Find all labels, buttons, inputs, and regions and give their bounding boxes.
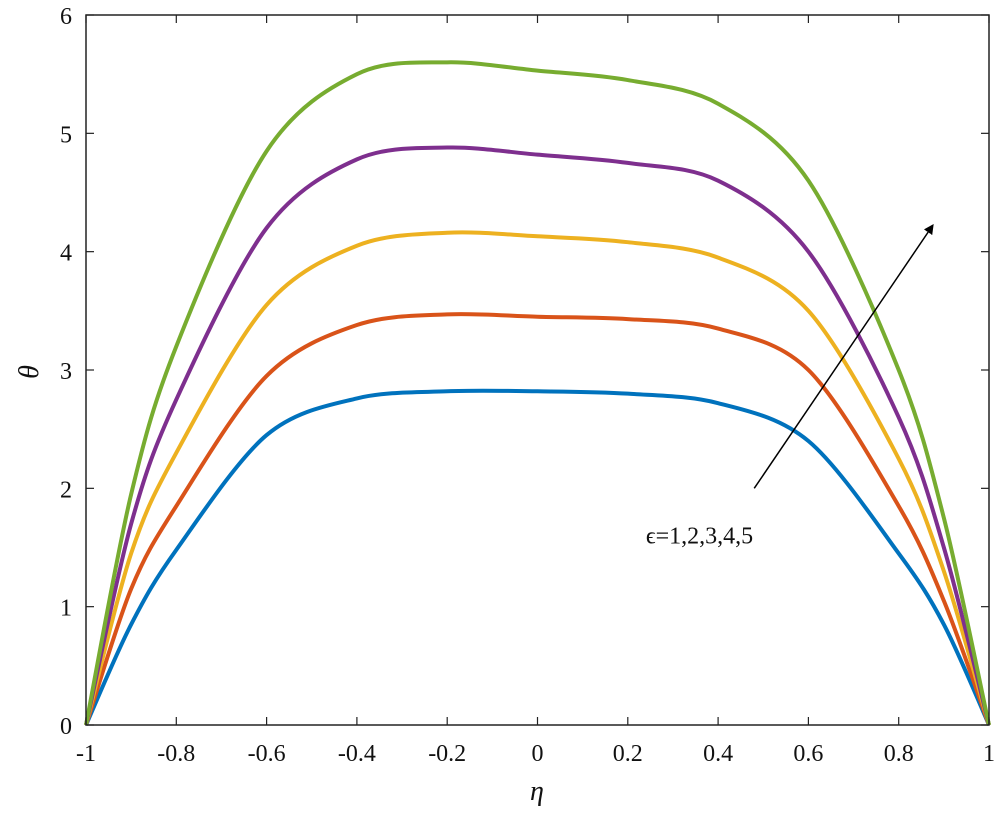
x-tick-label: 0.6 xyxy=(793,741,823,767)
x-tick-label: -0.2 xyxy=(428,741,466,767)
y-tick-label: 1 xyxy=(60,596,72,622)
x-axis-label: η xyxy=(530,776,544,807)
x-tick-label: -0.8 xyxy=(157,741,195,767)
x-tick-label: -1 xyxy=(76,741,96,767)
x-tick-label: 0.8 xyxy=(884,741,914,767)
x-tick-label: 0.2 xyxy=(613,741,643,767)
ticks-layer: -1 -0.8 -0.6 -0.4 -0.2 0 0.2 0.4 0.6 0.8 1 0 1 2 3 4 5 6 xyxy=(60,4,995,767)
x-tick-label: 0.4 xyxy=(703,741,733,767)
series-layer xyxy=(84,60,991,726)
series-line-1 xyxy=(84,388,991,726)
x-tick-label: 0 xyxy=(532,741,544,767)
y-axis-label: θ xyxy=(14,365,45,379)
y-tick-label: 5 xyxy=(60,122,72,148)
y-tick-label: 2 xyxy=(60,477,72,503)
y-tick-label: 0 xyxy=(60,714,72,740)
x-tick-label: 1 xyxy=(983,741,995,767)
series-line-3 xyxy=(84,230,991,726)
series-line-2 xyxy=(84,312,991,726)
x-tick-label: -0.6 xyxy=(248,741,286,767)
series-line-5 xyxy=(84,60,991,726)
y-tick-label: 4 xyxy=(60,241,72,267)
annotation-arrow xyxy=(753,223,934,489)
y-tick-label: 3 xyxy=(60,359,72,385)
y-tick-label: 6 xyxy=(60,4,72,30)
x-tick-label: -0.4 xyxy=(338,741,376,767)
series-line-4 xyxy=(84,145,991,726)
annotation-label: ϵ=1,2,3,4,5 xyxy=(646,524,753,550)
